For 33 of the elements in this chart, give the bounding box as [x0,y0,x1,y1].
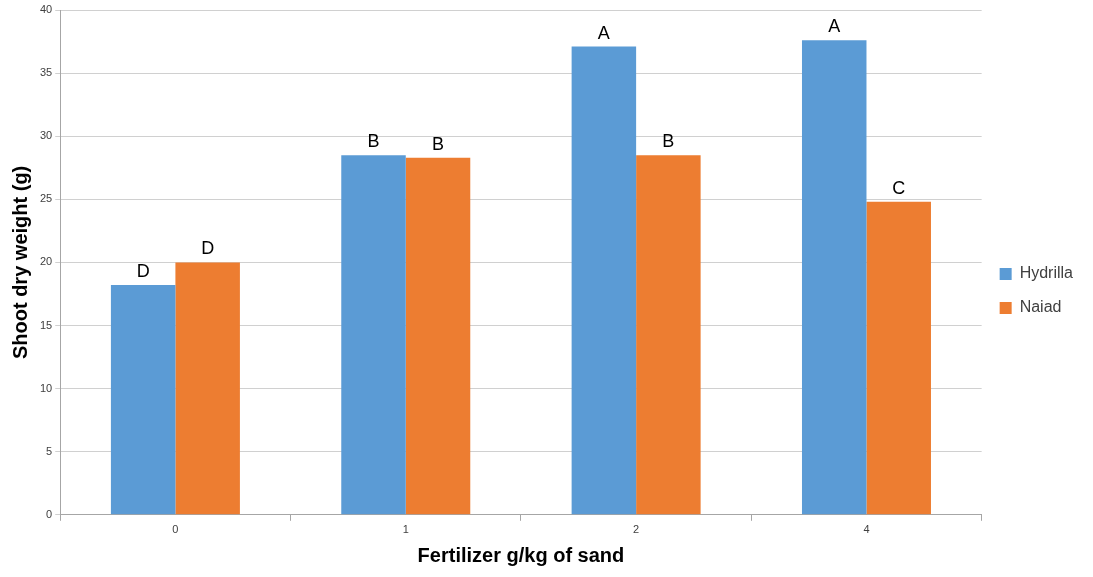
data-label: A [597,22,610,43]
data-label: B [367,131,380,152]
y-tick-label: 25 [39,192,53,205]
y-tick-label: 0 [46,507,53,520]
data-label: D [136,261,150,282]
y-tick-label: 40 [39,3,53,16]
x-tick-label: 4 [863,523,870,536]
x-tick-label: 2 [633,523,640,536]
legend-label: Naiad [1019,298,1062,316]
bar [341,155,406,515]
bar [866,201,931,515]
bar [110,285,176,515]
x-tick-label: 0 [172,523,179,536]
legend-label: Hydrilla [1019,264,1074,282]
data-label: B [662,131,675,152]
y-tick-label: 10 [39,381,53,394]
bar [175,262,240,515]
data-label: C [892,177,906,198]
y-tick-label: 20 [39,255,53,268]
data-label: B [432,133,445,154]
x-tick-label: 1 [402,523,409,536]
bar [571,46,637,515]
bar [801,40,867,515]
data-label: D [201,238,215,259]
y-tick-label: 35 [39,66,53,79]
y-tick-label: 5 [46,444,53,457]
y-tick-label: 30 [39,129,53,142]
bar [636,155,701,515]
bar [405,157,471,515]
data-label: A [828,16,841,37]
y-tick-label: 15 [39,318,53,331]
x-axis-title: Fertilizer g/kg of sand [417,543,625,566]
y-axis-title: Shoot dry weight (g) [8,165,31,360]
